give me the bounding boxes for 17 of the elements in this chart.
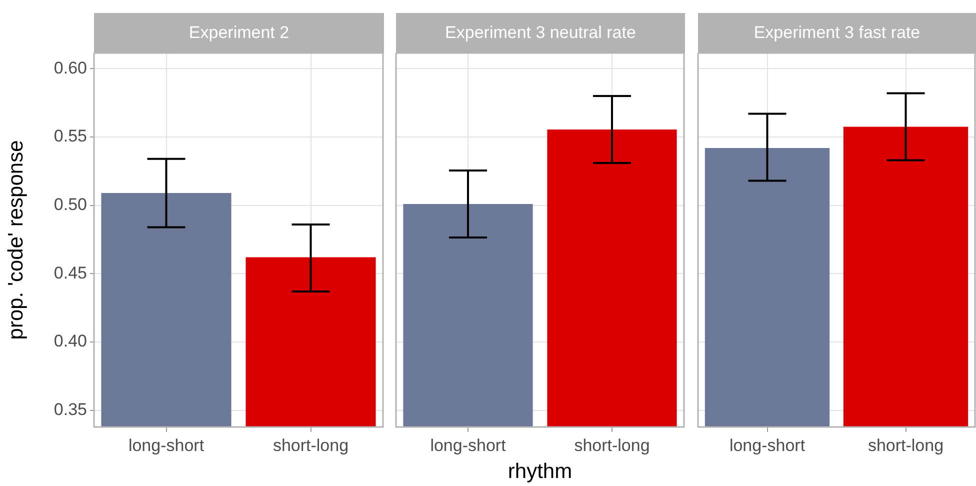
x-tick-label: long-short <box>128 436 204 455</box>
y-tick-label: 0.40 <box>54 332 87 351</box>
x-tick-label: short-long <box>272 436 349 455</box>
chart-title: Experiment 3 fast rate <box>698 13 976 53</box>
x-axis-title: rhythm <box>508 460 572 484</box>
y-tick-label: 0.50 <box>54 195 87 214</box>
x-tick-label: short-long <box>868 436 944 455</box>
x-tick-label: long-short <box>729 436 806 455</box>
x-tick-label: long-short <box>430 436 506 455</box>
chart-title: Experiment 2 <box>94 13 384 53</box>
y-tick-label: 0.55 <box>54 126 87 146</box>
y-tick-label: 0.45 <box>54 263 87 282</box>
y-tick-label: 0.35 <box>54 400 87 420</box>
y-tick-label: 0.60 <box>54 58 87 78</box>
x-tick-label: short-long <box>574 436 650 455</box>
y-axis-title: prop. 'code' response <box>4 140 28 340</box>
chart-title: Experiment 3 neutral rate <box>396 13 685 53</box>
